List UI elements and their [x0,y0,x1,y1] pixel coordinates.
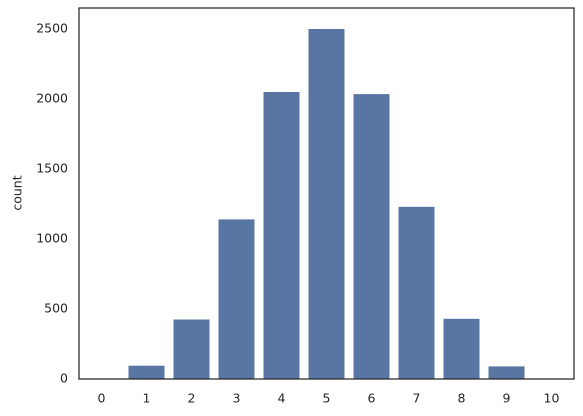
x-tick-label: 8 [458,391,466,406]
x-tick-label: 3 [233,391,241,406]
x-tick-label: 6 [368,391,376,406]
x-tick-label: 1 [143,391,151,406]
bar [488,366,525,379]
x-tick-label: 9 [503,391,511,406]
x-tick-label: 7 [413,391,421,406]
bar [308,29,345,379]
x-tick-label: 2 [188,391,196,406]
bar [128,365,165,379]
bar [218,219,255,379]
x-tick-label: 4 [278,391,286,406]
x-tick-label: 0 [98,391,106,406]
bar [353,94,390,379]
bar [443,318,480,379]
y-tick-label: 1500 [36,161,68,176]
x-tick-label: 10 [544,391,560,406]
x-tick-label: 5 [323,391,331,406]
y-tick-label: 1000 [36,231,68,246]
bar [173,319,210,379]
bar [398,206,435,379]
y-tick-label: 2000 [36,91,68,106]
y-tick-label: 500 [44,301,68,316]
plot-frame [78,7,575,380]
y-tick-label: 2500 [36,21,68,36]
y-axis-label: count [10,175,25,210]
y-tick-label: 0 [60,371,68,386]
bar [263,92,300,379]
